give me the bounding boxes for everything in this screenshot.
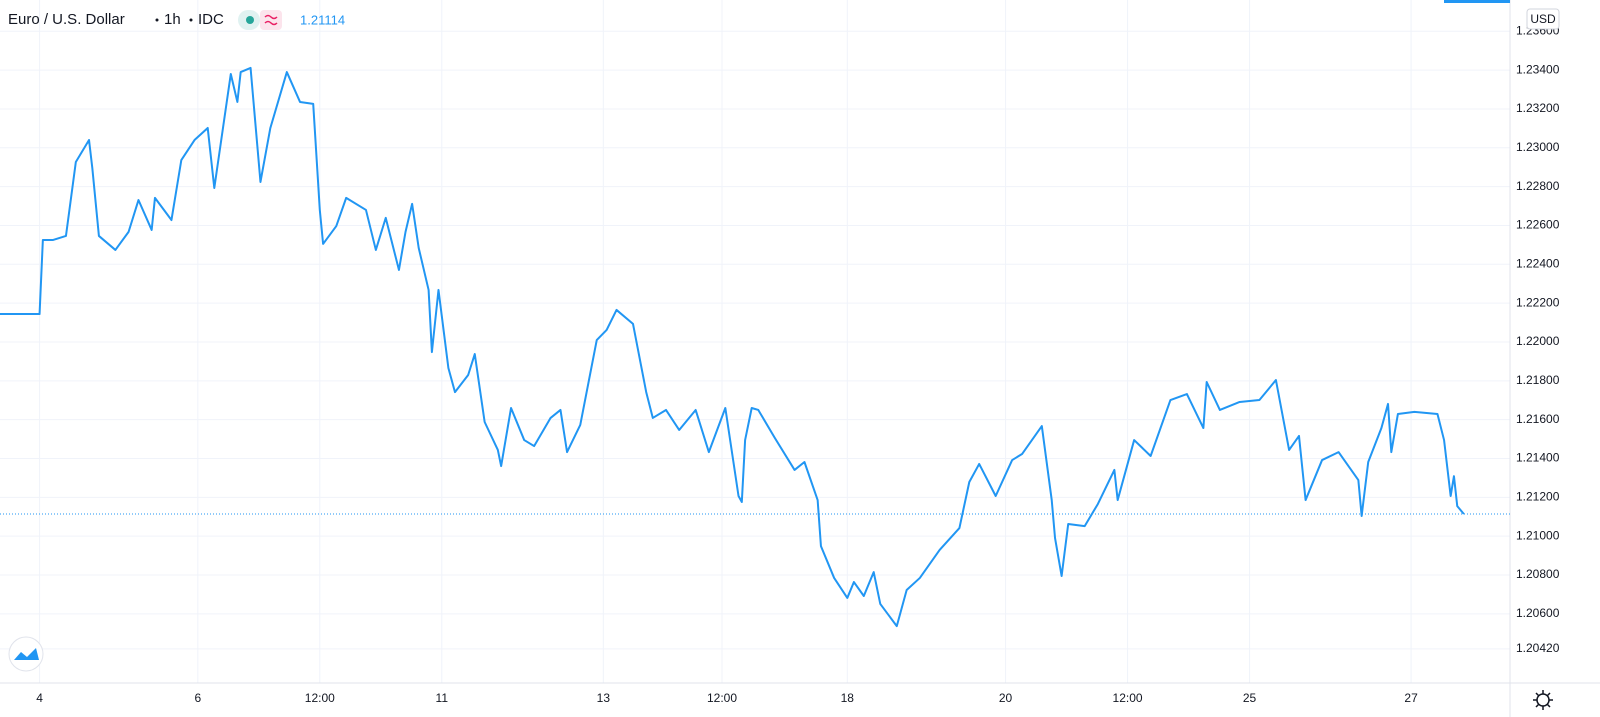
last-price: 1.21114	[300, 12, 345, 27]
delayed-icon	[264, 14, 278, 26]
logo-icon	[14, 648, 39, 660]
y-tick-label: 1.23400	[1516, 62, 1560, 76]
y-tick-label: 1.20800	[1516, 567, 1560, 581]
x-tick-label: 27	[1404, 691, 1418, 705]
x-tick-label: 12:00	[1113, 691, 1143, 705]
top-indicator	[1444, 0, 1510, 3]
y-tick-label: 1.21200	[1516, 490, 1560, 504]
x-tick-label: 4	[36, 691, 43, 705]
y-tick-label: 1.23000	[1516, 140, 1560, 154]
symbol-name: Euro / U.S. Dollar	[8, 11, 125, 28]
x-tick-label: 12:00	[707, 691, 737, 705]
x-tick-label: 11	[436, 691, 449, 705]
plot-area	[0, 66, 1510, 628]
separator	[189, 18, 193, 22]
price-line	[0, 66, 1465, 628]
y-tick-label: 1.23200	[1516, 101, 1560, 115]
x-tick-label: 20	[999, 691, 1013, 705]
data-source: IDC	[198, 11, 224, 28]
y-tick-label: 1.20420	[1516, 641, 1560, 655]
y-tick-label: 1.21400	[1516, 451, 1560, 465]
delayed-badge[interactable]	[260, 10, 282, 30]
y-tick-label: 1.21800	[1516, 373, 1560, 387]
y-tick-label: 1.21600	[1516, 412, 1560, 426]
y-tick-label: 1.21000	[1516, 528, 1560, 542]
x-tick-label: 13	[597, 691, 611, 705]
y-tick-label: 1.22800	[1516, 179, 1560, 193]
currency: USD	[1530, 12, 1556, 26]
logo[interactable]	[8, 636, 44, 672]
axes: 1.236001.234001.232001.230001.228001.226…	[36, 23, 1559, 705]
interval: 1h	[164, 11, 181, 28]
separator	[155, 18, 159, 22]
y-tick-label: 1.22400	[1516, 256, 1560, 270]
settings-icon	[1533, 690, 1553, 710]
y-tick-label: 1.20600	[1516, 606, 1560, 620]
y-tick-label: 1.22600	[1516, 218, 1560, 232]
x-tick-label: 6	[194, 691, 201, 705]
y-tick-label: 1.22200	[1516, 295, 1560, 309]
x-tick-label: 18	[841, 691, 855, 705]
x-tick-label: 25	[1243, 691, 1257, 705]
currency-box[interactable]	[1526, 8, 1560, 30]
y-tick-label: 1.22000	[1516, 334, 1560, 348]
grid	[0, 0, 1510, 683]
market-status-dot	[246, 16, 254, 24]
x-tick-label: 12:00	[305, 691, 335, 705]
